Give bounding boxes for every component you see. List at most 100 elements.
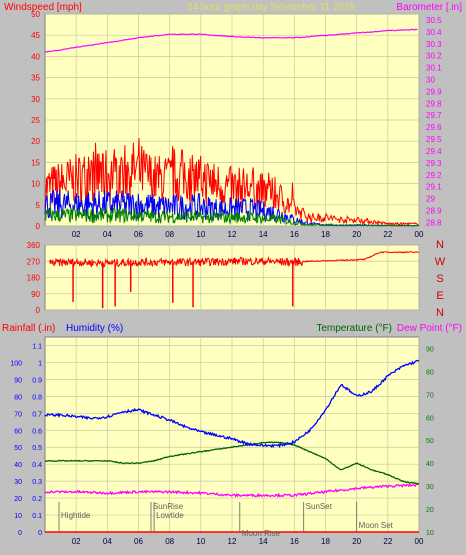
compass-letter: E <box>436 290 443 302</box>
baro-y-tick: 29 <box>426 195 435 204</box>
temp-y-tick: 50 <box>426 438 434 445</box>
direction-y-tick: 360 <box>27 241 41 250</box>
humidity-y-tick: 40 <box>14 462 22 469</box>
wind-x-tick: 06 <box>134 230 143 239</box>
barometer-label: Barometer [.in] <box>396 2 462 13</box>
direction-y-tick: 270 <box>27 257 41 266</box>
wind-x-tick: 14 <box>259 230 268 239</box>
annotation-label: Moon Rise <box>242 529 281 538</box>
humidity-y-tick: 50 <box>14 445 22 452</box>
dewpoint-series-line <box>44 482 420 498</box>
temp-y-tick: 70 <box>426 392 434 399</box>
rain-y-tick: 1 <box>38 360 42 367</box>
baro-y-tick: 28.9 <box>426 207 442 216</box>
rain-y-tick: 0.7 <box>32 411 42 418</box>
baro-y-tick: 30.2 <box>426 52 442 61</box>
baro-series-line <box>44 28 418 53</box>
compass-letter: S <box>436 273 443 285</box>
wind-x-tick: 18 <box>321 230 330 239</box>
rain-y-tick: 0.5 <box>32 445 42 452</box>
wind-series-average <box>44 189 419 227</box>
humidity-y-tick: 0 <box>18 530 22 537</box>
baro-y-tick: 29.4 <box>426 147 442 156</box>
wind-y-tick: 40 <box>31 52 40 61</box>
wind-y-tick: 15 <box>31 158 40 167</box>
humidity-y-tick: 100 <box>10 360 22 367</box>
temperature-label: Temperature (°F) <box>316 323 392 334</box>
annotation-label: SunSet <box>306 502 333 511</box>
humidity-y-tick: 60 <box>14 428 22 435</box>
wind-x-tick: 20 <box>352 230 361 239</box>
temp-x-tick: 10 <box>196 537 205 546</box>
compass-letter: N <box>436 239 444 251</box>
wind-y-tick: 45 <box>31 31 40 40</box>
annotation-label: Moon Set <box>359 521 394 530</box>
temp-y-tick: 40 <box>426 461 434 468</box>
direction-y-tick: 0 <box>36 306 41 315</box>
baro-y-tick: 30 <box>426 76 435 85</box>
temp-x-tick: 20 <box>352 537 361 546</box>
humidity-y-tick: 80 <box>14 394 22 401</box>
wind-x-tick: 10 <box>196 230 205 239</box>
rain-y-tick: 0.3 <box>32 479 42 486</box>
humidity-y-tick: 20 <box>14 496 22 503</box>
baro-y-tick: 30.4 <box>426 28 442 37</box>
wind-y-tick: 10 <box>31 180 40 189</box>
wind-x-tick: 08 <box>165 230 174 239</box>
temp-x-tick: 22 <box>383 537 392 546</box>
annotation-label: SunRise <box>153 502 184 511</box>
baro-y-tick: 30.1 <box>426 64 442 73</box>
wind-y-tick: 0 <box>36 222 41 231</box>
windspeed-label: Windspeed [mph] <box>4 2 82 13</box>
temp-y-tick: 10 <box>426 530 434 537</box>
wind-series-gust <box>44 138 419 227</box>
compass-letter: W <box>435 256 446 268</box>
wind-x-tick: 16 <box>290 230 299 239</box>
annotation-label: Hightide <box>61 511 91 520</box>
temp-x-tick: 08 <box>165 537 174 546</box>
wind-series-direction-avg <box>44 206 419 227</box>
baro-y-tick: 30.5 <box>426 16 442 25</box>
temp-y-tick: 20 <box>426 507 434 514</box>
direction-series-line <box>49 250 420 268</box>
temp-x-tick: 16 <box>290 537 299 546</box>
temp-y-tick: 60 <box>426 415 434 422</box>
rain-y-tick: 0 <box>38 530 42 537</box>
humidity-y-tick: 10 <box>14 513 22 520</box>
direction-y-tick: 90 <box>31 290 40 299</box>
humidity-y-tick: 30 <box>14 479 22 486</box>
baro-y-tick: 28.8 <box>426 218 442 227</box>
wind-x-tick: 02 <box>72 230 81 239</box>
wind-y-tick: 35 <box>31 74 40 83</box>
graph-title: 24 hour graph day November 11 2018 <box>187 2 356 13</box>
temperature-series-line <box>44 441 420 485</box>
temp-y-tick: 80 <box>426 369 434 376</box>
temp-x-tick: 18 <box>321 537 330 546</box>
wind-x-tick: 00 <box>415 230 424 239</box>
temp-x-tick: 14 <box>259 537 268 546</box>
wind-y-tick: 5 <box>36 201 41 210</box>
dewpoint-label: Dew Point (°F) <box>397 323 462 334</box>
rainfall-label: Rainfall (.in) <box>2 323 55 334</box>
baro-y-tick: 29.2 <box>426 171 442 180</box>
temp-x-tick: 06 <box>134 537 143 546</box>
humidity-label: Humidity (%) <box>66 323 123 334</box>
wind-x-tick: 04 <box>103 230 112 239</box>
temp-y-tick: 30 <box>426 484 434 491</box>
wind-y-tick: 20 <box>31 137 40 146</box>
humidity-series-line <box>44 359 420 449</box>
baro-y-tick: 30.3 <box>426 40 442 49</box>
compass-letter: N <box>436 307 444 319</box>
rain-y-tick: 0.4 <box>32 462 42 469</box>
temp-x-tick: 12 <box>228 537 237 546</box>
baro-y-tick: 29.8 <box>426 99 442 108</box>
rain-y-tick: 0.1 <box>32 513 42 520</box>
baro-y-tick: 29.1 <box>426 183 442 192</box>
temp-x-tick: 00 <box>415 537 424 546</box>
temp-y-tick: 90 <box>426 346 434 353</box>
wind-y-tick: 30 <box>31 95 40 104</box>
rain-y-tick: 1.1 <box>32 343 42 350</box>
baro-y-tick: 29.5 <box>426 135 442 144</box>
direction-y-tick: 180 <box>27 274 41 283</box>
